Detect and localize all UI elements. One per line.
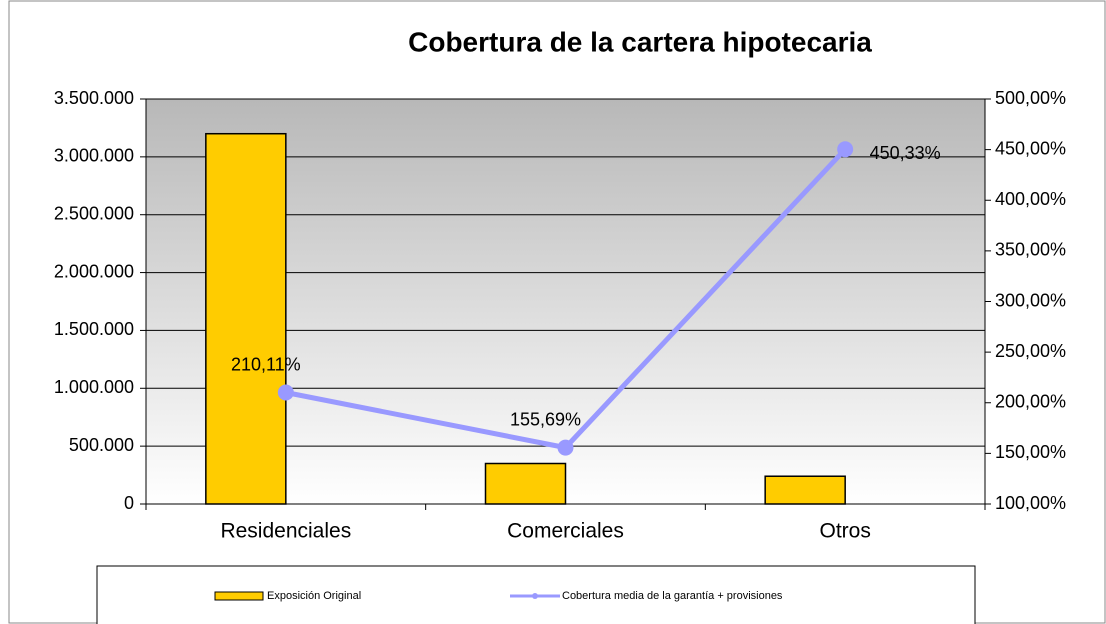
y2-tick-label: 250,00% bbox=[995, 341, 1066, 361]
legend-label: Exposición Original bbox=[267, 590, 361, 602]
y2-tick-label: 300,00% bbox=[995, 290, 1066, 310]
y2-tick-label: 100,00% bbox=[995, 493, 1066, 513]
y2-tick-label: 150,00% bbox=[995, 442, 1066, 462]
y2-tick-label: 500,00% bbox=[995, 88, 1066, 108]
y-tick-label: 1.000.000 bbox=[54, 377, 134, 397]
y-tick-label: 3.500.000 bbox=[54, 88, 134, 108]
line-marker bbox=[557, 439, 574, 456]
y-tick-label: 2.000.000 bbox=[54, 261, 134, 281]
bar bbox=[484, 462, 567, 505]
line-marker bbox=[277, 384, 294, 401]
y2-tick-label: 450,00% bbox=[995, 138, 1066, 158]
bar bbox=[764, 475, 846, 505]
line-marker bbox=[837, 141, 854, 158]
x-tick-label: Residenciales bbox=[220, 520, 351, 543]
y2-tick-label: 400,00% bbox=[995, 189, 1066, 209]
chart-title: Cobertura de la cartera hipotecaria bbox=[408, 26, 872, 57]
y2-tick-label: 350,00% bbox=[995, 240, 1066, 260]
y-tick-label: 500.000 bbox=[69, 435, 134, 455]
y-tick-label: 2.500.000 bbox=[54, 203, 134, 223]
y-tick-label: 1.500.000 bbox=[54, 319, 134, 339]
y2-tick-label: 200,00% bbox=[995, 392, 1066, 412]
y-tick-label: 0 bbox=[124, 493, 134, 513]
data-label: 450,33% bbox=[870, 143, 941, 163]
bar bbox=[205, 132, 287, 505]
x-tick-label: Otros bbox=[819, 520, 870, 543]
legend-label: Cobertura media de la garantía + provisi… bbox=[562, 590, 783, 602]
y-tick-label: 3.000.000 bbox=[54, 146, 134, 166]
data-label: 210,11% bbox=[231, 354, 301, 374]
legend-swatch bbox=[214, 591, 264, 601]
legend-marker bbox=[532, 593, 538, 599]
x-tick-label: Comerciales bbox=[507, 520, 624, 543]
data-label: 155,69% bbox=[510, 409, 581, 429]
